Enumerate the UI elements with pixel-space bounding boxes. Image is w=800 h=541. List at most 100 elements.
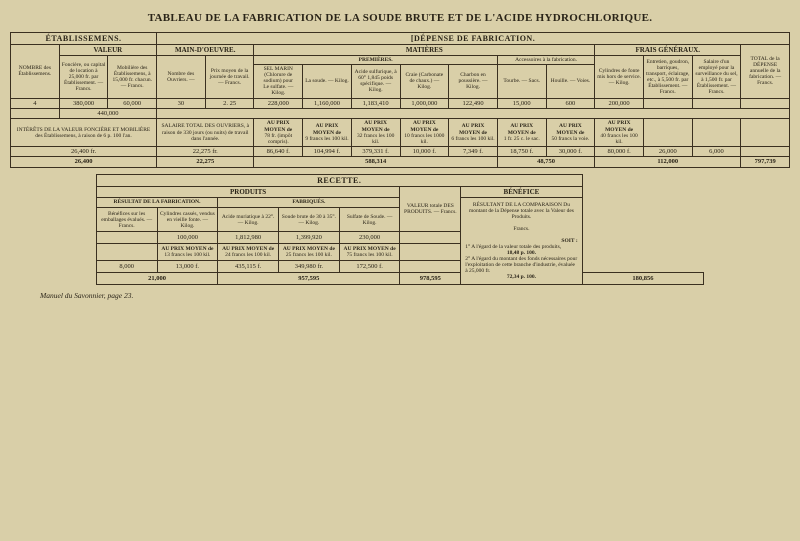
sum-440: 440,000 [59,108,156,118]
prix-cell: AU PRIX MOYEN de13 francs les 100 kil. [157,244,218,261]
cell: 978,595 [400,273,461,285]
col-cylindres: Cylindres de fonte mis hors de service. … [595,56,644,98]
col-charbon: Charbon en poussière. — Kilog. [449,65,498,98]
cell [692,98,741,108]
cell [643,119,692,146]
prix-cell: AU PRIX MOYEN de10 francs les 1000 kil. [400,119,449,146]
data-row: 100,000 1,812,980 1,399,920 230,000 [96,232,703,244]
col-salaire-emp: Salaire d'un employé pour la surveillanc… [692,56,741,98]
cell: 180,856 [582,273,704,285]
cell [741,119,790,146]
col-sel-soude: La soude. — Kilog. [303,65,352,98]
footnote: Manuel du Savonnier, page 23. [40,291,790,300]
cell: 7,349 f. [449,146,498,156]
cell [400,232,461,244]
cell: 200,000 [595,98,644,108]
page-title: TABLEAU DE LA FABRICATION DE LA SOUDE BR… [10,12,790,24]
recette-table: RECETTE. PRODUITS VALEUR totale DES PROD… [96,174,704,286]
prix-cell: AU PRIX MOYEN de25 francs les 100 kil. [279,244,340,261]
col-cyl: Cylindres cassés, vendus en vieille font… [157,208,218,232]
data-row: 8,000 13,000 f. 435,115 f. 349,980 fr. 1… [96,261,703,273]
prix-cell: AU PRIX MOYEN de40 francs les 100 kil. [595,119,644,146]
cell: 22,275 fr. [157,146,254,156]
nombre-label: NOMBRE des Établissemens. [11,45,60,98]
depense-header: [DÉPENSE DE FABRICATION. [157,33,790,45]
cell: 8,000 [96,261,157,273]
cell [741,98,790,108]
cell [400,261,461,273]
cell: 957,595 [218,273,400,285]
cell: 2. 25 [205,98,254,108]
cell: 112,000 [595,157,741,167]
col-soude-brute: Soude brute de 30 à 35°. — Kilog. [279,208,340,232]
prix-cell: AU PRIX MOYEN de32 francs les 100 kil. [351,119,400,146]
cell: 228,000 [254,98,303,108]
col-entretien: Entretien, goudron, barriques, transport… [643,56,692,98]
col-houille: Houille. — Voies. [546,65,595,98]
cell: 21,000 [96,273,217,285]
cell: 1,000,000 [400,98,449,108]
prix-cell: AU PRIX MOYEN de50 francs la voie. [546,119,595,146]
matieres-header: MATIÈRES [254,45,595,56]
cell: 80,000 f. [595,146,644,156]
cell [741,146,790,156]
col-nb-ouvriers: Nombre des Ouvriers. — [157,56,206,98]
col-mobiliere: Mobilière des Établissemens, à 15,000 fr… [108,56,157,98]
interets-label: INTÉRÊTS DE LA VALEUR FONCIÈRE ET MOBILI… [11,119,157,146]
cell: 1,812,980 [218,232,279,244]
data-row: 4 380,000 60,000 30 2. 25 228,000 1,160,… [11,98,790,108]
col-benef: Bénéfices sur les emballages évalués. — … [96,208,157,232]
cell: 600 [546,98,595,108]
cell [96,244,157,261]
frais-gen-header: FRAIS GÉNÉRAUX. [595,45,741,56]
prix-cell: AU PRIX MOYEN de24 francs les 100 kil. [218,244,279,261]
cell: 13,000 f. [157,261,218,273]
benefice-text: RÉSULTANT DE LA COMPARAISON Du montant d… [461,197,582,285]
col-craie: Craie (Carbonate de chaux.) — Kilog. [400,65,449,98]
cell: 172,500 f. [339,261,400,273]
total-header: TOTAL de la DÉPENSE annuelle de la fabri… [741,45,790,98]
cell: 100,000 [157,232,218,244]
prix-cell: AU PRIX MOYEN de75 francs les 100 kil. [339,244,400,261]
col-sel-sulfate: SEL MARIN (Chlorure de sodium) pourLe su… [254,65,303,98]
prix-cell: AU PRIX MOYEN de1 fr. 25 c. le sac. [497,119,546,146]
prix-cell: AU PRIX MOYEN de9 francs les 100 kil. [303,119,352,146]
col-sulfate: Sulfate de Soude. — Kilog. [339,208,400,232]
cell [692,119,741,146]
cell: 380,000 [59,98,108,108]
cell [157,108,790,118]
maindoeuvre-header: MAIN-D'OEUVRE. [157,45,254,56]
cell: 26,000 [643,146,692,156]
cell: 230,000 [339,232,400,244]
salaire-total-label: SALAIRE TOTAL DES OUVRIERS, à raison de … [157,119,254,146]
cell [11,108,60,118]
benefice-header: BÉNÉFICE [461,186,582,197]
cell: 48,750 [497,157,594,167]
etablissemens-header: ÉTABLISSEMENS. [11,33,157,45]
accessoires-header: Accessoires à la fabrication. [497,56,594,65]
resultat-fab-header: RÉSULTAT DE LA FABRICATION. [96,197,217,207]
col-acide-sulf: Acide sulfurique, à 60° 1,845 poids spéc… [351,65,400,98]
col-fonciere: Foncière, ou capital de location à 25,00… [59,56,108,98]
cell: 6,000 [692,146,741,156]
cell: 15,000 [497,98,546,108]
cell: 18,750 f. [497,146,546,156]
fabriques-header: FABRIQUÉS. [218,197,400,207]
cell: 349,980 fr. [279,261,340,273]
cell: 122,490 [449,98,498,108]
cell: 26,400 [11,157,157,167]
data-row: 26,400 fr. 22,275 fr. 86,640 f. 104,994 … [11,146,790,156]
cell: 30,000 f. [546,146,595,156]
col-tourbe: Tourbe. — Sacs. [497,65,546,98]
cell: 60,000 [108,98,157,108]
cell: 435,115 f. [218,261,279,273]
cell [96,232,157,244]
recette-title: RECETTE. [96,174,582,186]
prix-cell: AU PRIX MOYEN de78 fr. (impôt compris). [254,119,303,146]
valeur-header: VALEUR [59,45,156,56]
totals-row: 26,400 22,275 588,314 48,750 112,000 797… [11,157,790,167]
cell: 30 [157,98,206,108]
cell: 588,314 [254,157,497,167]
cell: 22,275 [157,157,254,167]
col-prix-moyen: Prix moyen de la journée de travail. — F… [205,56,254,98]
